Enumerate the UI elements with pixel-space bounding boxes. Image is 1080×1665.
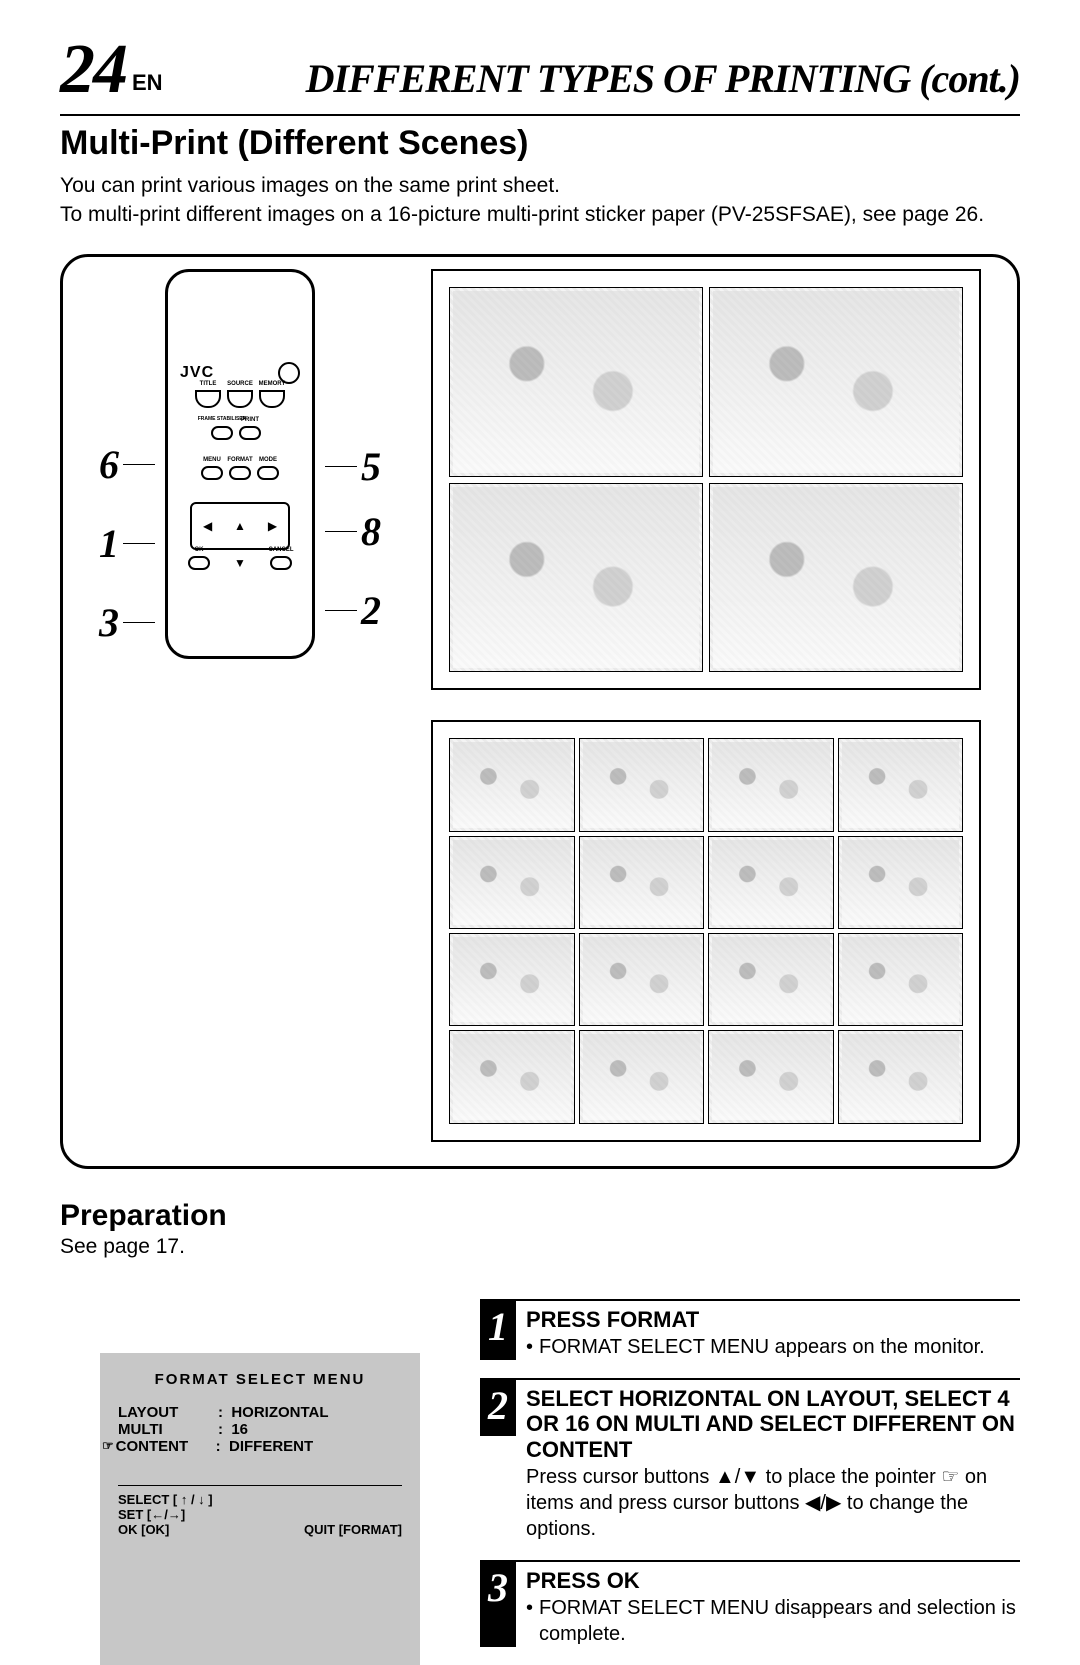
thumb [579,1030,705,1123]
step-2: 2 SELECT HORIZONTAL ON LAYOUT, SELECT 4 … [480,1378,1020,1542]
thumb [838,836,964,929]
thumb [449,483,703,673]
menu-button: MENU [201,466,223,480]
page-lang: EN [132,70,163,96]
menu-value: HORIZONTAL [231,1404,328,1421]
step-text: Press cursor buttons ▲/▼ to place the po… [526,1464,1020,1542]
thumb [708,738,834,831]
mode-button: MODE [257,466,279,480]
callout-2: 2 [361,587,381,634]
thumb [579,933,705,1026]
memory-button: MEMORY [259,390,285,408]
callouts-right: 5 8 2 [325,443,381,634]
cursor-right-icon: ▶ [268,519,277,533]
menu-value: DIFFERENT [229,1438,313,1455]
source-button: SOURCE [227,390,253,408]
menu-foot-select: SELECT [ ↑ / ↓ ] [118,1492,402,1507]
intro-line-2: To multi-print different images on a 16-… [60,200,1020,229]
thumb [579,836,705,929]
thumb [709,287,963,477]
thumb [709,483,963,673]
page-header: 24 EN DIFFERENT TYPES OF PRINTING (cont.… [60,30,1020,116]
step-title: SELECT HORIZONTAL ON LAYOUT, SELECT 4 OR… [526,1386,1020,1462]
thumb [579,738,705,831]
cursor-pad: ◀ ▲ ▶ [190,502,290,550]
thumb [449,1030,575,1123]
print-sheet-16 [431,720,981,1142]
button-row-4: OK ▼ CANCEL [180,556,300,586]
step-1: 1 PRESS FORMAT FORMAT SELECT MENU appear… [480,1299,1020,1360]
step-title: PRESS OK [526,1568,1020,1593]
frame-stabiliser-button: FRAME STABILISER [211,426,233,440]
callout-1: 1 [99,520,119,567]
format-select-menu: FORMAT SELECT MENU LAYOUT : HORIZONTAL M… [100,1353,420,1665]
remote-logo: JVC [180,364,214,382]
thumb [449,933,575,1026]
ok-button: OK [188,556,210,570]
menu-value: 16 [231,1421,248,1438]
thumb [838,1030,964,1123]
page-number: 24 [60,30,126,110]
thumb [708,1030,834,1123]
menu-label: MULTI [118,1421,218,1438]
remote-control: JVC TITLE SOURCE MEMORY FRAME STABILISER… [165,269,315,659]
callout-5: 5 [361,443,381,490]
steps: 1 PRESS FORMAT FORMAT SELECT MENU appear… [480,1299,1020,1665]
thumb [838,933,964,1026]
step-number: 1 [480,1301,516,1360]
preparation-title: Preparation [60,1199,1020,1233]
thumb [838,738,964,831]
step-number: 2 [480,1380,516,1436]
thumb [449,738,575,831]
print-samples [431,269,981,1142]
print-sheet-4 [431,269,981,691]
thumb [708,836,834,929]
menu-foot-quit: QUIT [FORMAT] [304,1522,402,1537]
thumb [449,836,575,929]
step-number: 3 [480,1562,516,1647]
cancel-button: CANCEL [270,556,292,570]
step-text: FORMAT SELECT MENU appears on the monito… [526,1334,1020,1360]
cursor-up-icon: ▲ [234,519,246,533]
remote-section: 6 1 3 JVC TITLE SOURCE MEMORY FRAME STAB… [99,269,381,659]
header-title: DIFFERENT TYPES OF PRINTING (cont.) [163,55,1020,102]
thumb [449,287,703,477]
cursor-left-icon: ◀ [203,519,212,533]
intro-text: You can print various images on the same… [60,171,1020,230]
diagram-box: 6 1 3 JVC TITLE SOURCE MEMORY FRAME STAB… [60,254,1020,1169]
menu-title: FORMAT SELECT MENU [118,1371,402,1388]
menu-row-layout: LAYOUT : HORIZONTAL [118,1404,402,1421]
menu-foot-set: SET [←/→] [118,1507,402,1522]
menu-label: LAYOUT [118,1404,218,1421]
button-row-2: FRAME STABILISER PRINT [211,426,269,456]
callout-6: 6 [99,441,119,488]
callout-3: 3 [99,599,119,646]
button-row-3: MENU FORMAT MODE [201,466,279,496]
step-text: FORMAT SELECT MENU disappears and select… [526,1595,1020,1647]
lower-content: FORMAT SELECT MENU LAYOUT : HORIZONTAL M… [60,1299,1020,1665]
step-3: 3 PRESS OK FORMAT SELECT MENU disappears… [480,1560,1020,1647]
print-button: PRINT [239,426,261,440]
thumb [708,933,834,1026]
format-button: FORMAT [229,466,251,480]
cursor-down-icon: ▼ [234,556,246,586]
menu-row-content: CONTENT : DIFFERENT [118,1438,402,1455]
callouts-left: 6 1 3 [99,441,155,646]
callout-8: 8 [361,508,381,555]
menu-divider [118,1485,402,1486]
intro-line-1: You can print various images on the same… [60,171,1020,200]
section-title: Multi-Print (Different Scenes) [60,124,1020,163]
menu-label: CONTENT [116,1438,216,1455]
title-button: TITLE [195,390,221,408]
preparation-text: See page 17. [60,1235,1020,1259]
menu-row-multi: MULTI : 16 [118,1421,402,1438]
menu-foot-ok: OK [OK] QUIT [FORMAT] [118,1522,402,1537]
step-title: PRESS FORMAT [526,1307,1020,1332]
